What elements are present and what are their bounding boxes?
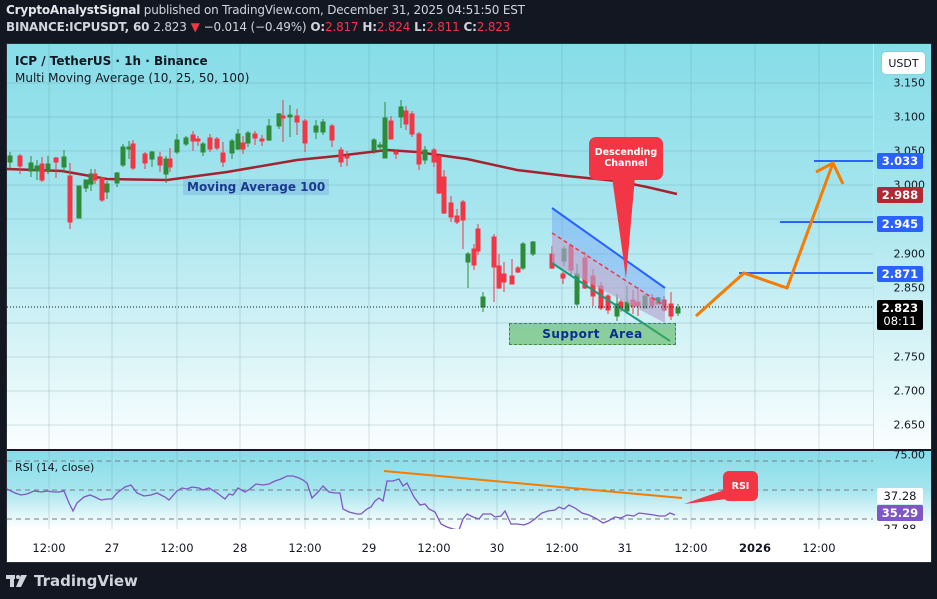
chart-frame[interactable]: ICP / TetherUS · 1h · Binance Multi Movi… (6, 43, 932, 563)
price-pane[interactable]: ICP / TetherUS · 1h · Binance Multi Movi… (7, 44, 931, 529)
close-value: 2.823 (476, 20, 511, 34)
bar-countdown: 08:11 (883, 314, 917, 328)
rsi-callout-label: RSI (731, 481, 750, 492)
projection-arrowhead (815, 160, 845, 185)
ma100-price-badge: 2.988 (877, 187, 923, 203)
high-label: H: (362, 20, 377, 34)
descending-channel (551, 207, 671, 342)
time-tick: 12:00 (545, 541, 579, 555)
rsi-axis[interactable]: 75.00 (874, 448, 931, 531)
time-tick: 27 (104, 541, 120, 555)
price-tick: 2.650 (893, 418, 926, 432)
symbol: BINANCE:ICPUSDT, 60 (6, 20, 150, 34)
target1-price-badge: 2.871 (877, 266, 923, 282)
target3-price-badge: 3.033 (877, 153, 923, 169)
open-value: 2.817 (325, 20, 359, 34)
time-axis[interactable]: 12:00 27 12:00 28 12:00 29 12:00 30 12:0… (7, 529, 931, 562)
time-tick: 29 (361, 541, 377, 555)
time-tick: 30 (489, 541, 505, 555)
high-value: 2.824 (376, 20, 411, 34)
time-tick: 12:00 (417, 541, 451, 555)
time-tick: 12:00 (288, 541, 322, 555)
time-tick: 12:00 (160, 541, 194, 555)
publisher-name[interactable]: CryptoAnalystSignal (6, 3, 141, 17)
candles (7, 100, 681, 321)
price-tick: 2.750 (893, 350, 926, 364)
last-price: 2.823 (153, 20, 187, 34)
rsi-tick: 75.00 (893, 448, 926, 462)
low-value: 2.811 (426, 20, 460, 34)
published-text: published on TradingView.com, December 3… (143, 3, 525, 17)
indicator-legend[interactable]: Multi Moving Average (10, 25, 50, 100) (15, 71, 250, 85)
time-tick: 12:00 (674, 541, 708, 555)
current-price-badge: 2.823 08:11 (877, 300, 923, 330)
price-change: −0.014 (−0.49%) (203, 20, 307, 34)
price-tick: 2.700 (893, 384, 926, 398)
projection-arrow (694, 162, 835, 318)
rsi-callout (684, 471, 758, 504)
price-tick: 2.900 (893, 247, 926, 261)
descending-channel-callout (589, 137, 663, 278)
current-price-value: 2.823 (881, 301, 919, 315)
tradingview-logo-icon (6, 575, 27, 587)
symbol-info: BINANCE:ICPUSDT, 60 2.823 ▼ −0.014 (−0.4… (6, 20, 510, 34)
price-chart-svg (7, 44, 873, 449)
price-tick: 2.850 (893, 281, 926, 295)
time-tick: 31 (617, 541, 633, 555)
tradingview-brand: TradingView (34, 572, 138, 590)
grid (7, 44, 873, 449)
price-tick: 3.100 (893, 110, 926, 124)
price-axis[interactable]: 3.150 3.100 3.050 3.000 2.900 2.850 2.75… (874, 44, 931, 449)
time-tick: 12:00 (32, 541, 66, 555)
rsi-trendline (383, 470, 683, 499)
low-label: L: (414, 20, 427, 34)
descending-channel-label: Descending Channel (594, 147, 658, 169)
rsi-current-badge: 35.29 (877, 505, 923, 521)
rsi-chart-svg (7, 451, 873, 531)
support-area-label: Support Area (542, 327, 643, 341)
currency-button[interactable]: USDT (882, 52, 925, 74)
rsi-pane[interactable]: RSI (14, close) RSI 75.00 37.28 35.29 27… (7, 448, 931, 537)
target2-price-badge: 2.945 (877, 216, 923, 232)
price-axis-separator (873, 44, 874, 529)
open-label: O: (310, 20, 326, 34)
time-tick: 12:00 (802, 541, 836, 555)
tradingview-logo[interactable]: TradingView (6, 572, 138, 590)
close-label: C: (463, 20, 477, 34)
time-tick: 28 (232, 541, 248, 555)
rsi-tick-badge: 37.28 (877, 488, 923, 504)
moving-average-label: Moving Average 100 (183, 179, 330, 195)
support-area-box: Support Area (509, 323, 676, 345)
down-arrow-icon: ▼ (190, 20, 200, 34)
rsi-line (7, 475, 676, 531)
time-tick-year: 2026 (738, 541, 772, 555)
chart-title: ICP / TetherUS · 1h · Binance (15, 54, 208, 68)
publish-info: CryptoAnalystSignal published on Trading… (6, 3, 525, 17)
rsi-legend[interactable]: RSI (14, close) (15, 461, 95, 474)
price-tick: 3.150 (893, 76, 926, 90)
